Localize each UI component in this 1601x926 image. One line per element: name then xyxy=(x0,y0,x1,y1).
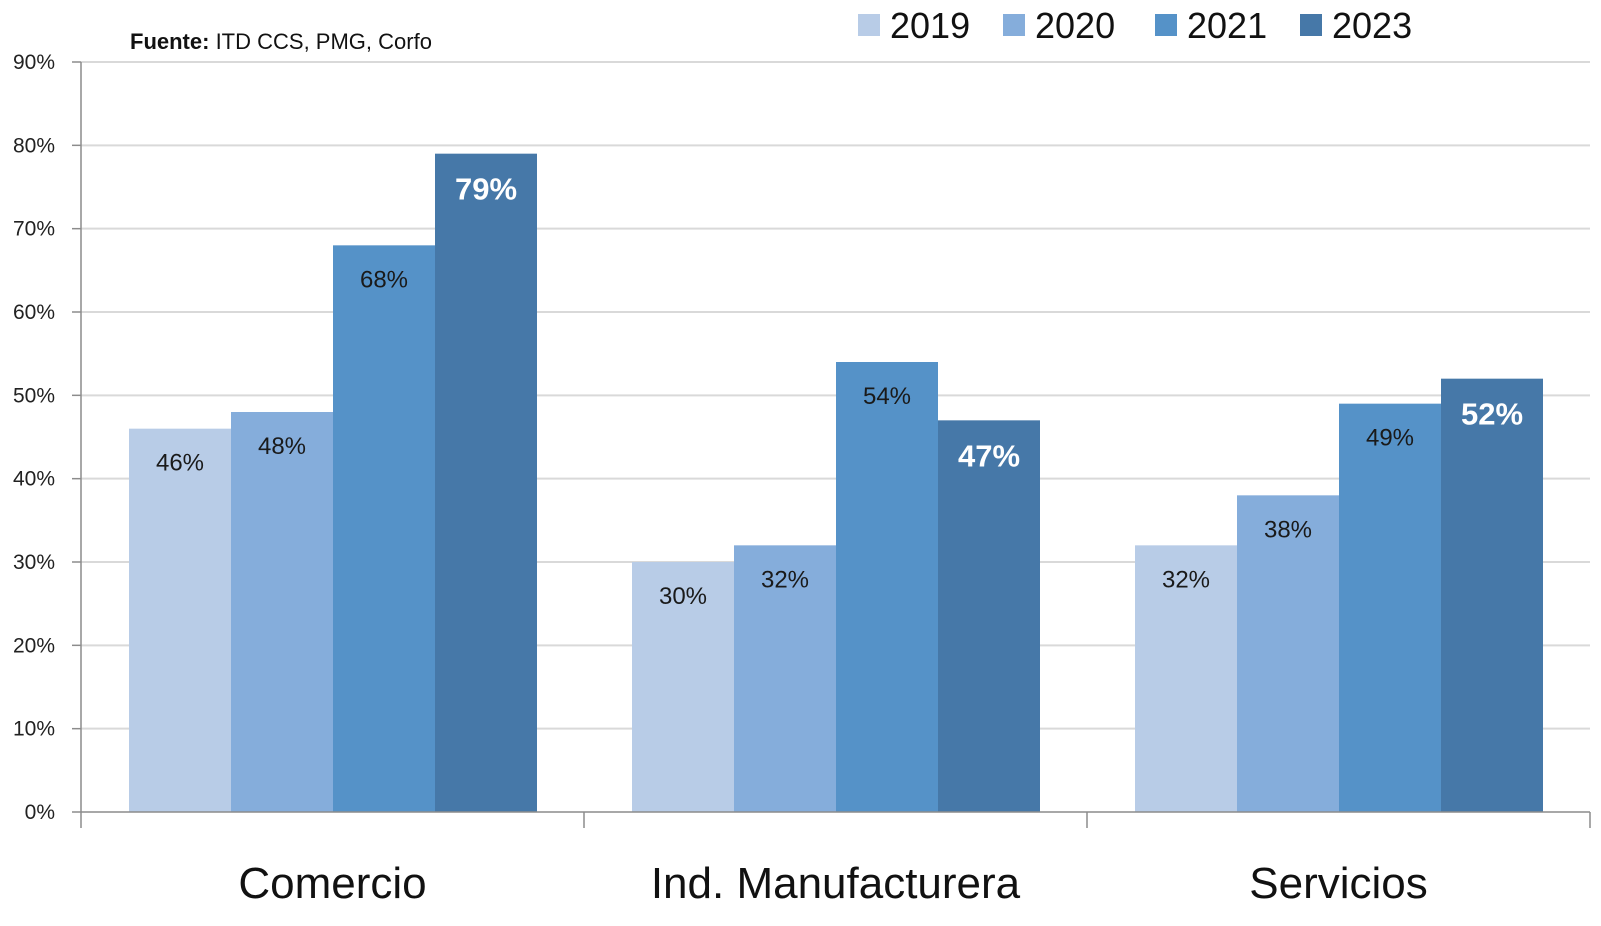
data-label: 49% xyxy=(1366,425,1414,452)
legend-label: 2023 xyxy=(1332,5,1412,46)
y-tick-label: 80% xyxy=(13,134,55,157)
category-label: Ind. Manufacturera xyxy=(651,859,1021,908)
bar-2019-1 xyxy=(632,562,734,812)
bar-2020-0 xyxy=(231,412,333,812)
y-tick-label: 30% xyxy=(13,551,55,574)
data-label: 38% xyxy=(1264,516,1312,543)
legend-label: 2019 xyxy=(890,5,970,46)
data-labels: 46% 48% 68% 79% 30% 32% 54% 47% 32% 38% 49% 52% xyxy=(156,172,1523,610)
legend-swatch xyxy=(1300,14,1322,36)
data-label: 68% xyxy=(360,266,408,293)
bars xyxy=(129,153,1543,813)
y-tick-label: 40% xyxy=(13,468,55,491)
category-label: Comercio xyxy=(238,859,426,908)
bar-2023-2 xyxy=(1441,378,1543,812)
y-tick-label: 0% xyxy=(25,801,55,824)
data-label: 48% xyxy=(258,433,306,460)
bar-2021-2 xyxy=(1339,403,1441,812)
y-tick-label: 60% xyxy=(13,301,55,324)
bar-2020-1 xyxy=(734,545,836,812)
bar-2020-2 xyxy=(1237,495,1339,812)
data-label: 54% xyxy=(863,383,911,410)
bar-2023-1 xyxy=(938,420,1040,812)
source-text: ITD CCS, PMG, Corfo xyxy=(209,29,431,54)
source-note: Fuente: ITD CCS, PMG, Corfo xyxy=(130,29,432,54)
bar-2023-0 xyxy=(435,153,537,812)
y-tick-label: 20% xyxy=(13,634,55,657)
data-label: 32% xyxy=(761,566,809,593)
legend-swatch xyxy=(858,14,880,36)
category-labels: Comercio Ind. Manufacturera Servicios xyxy=(238,859,1427,908)
data-label: 52% xyxy=(1461,397,1523,432)
legend-swatch xyxy=(1003,14,1025,36)
y-tick-label: 10% xyxy=(13,718,55,741)
data-label: 79% xyxy=(455,172,517,207)
data-label: 32% xyxy=(1162,566,1210,593)
source-prefix: Fuente: xyxy=(130,29,209,54)
legend-label: 2021 xyxy=(1187,5,1267,46)
axes xyxy=(72,61,1591,828)
data-label: 47% xyxy=(958,438,1020,473)
data-label: 46% xyxy=(156,450,204,477)
bar-2019-2 xyxy=(1135,545,1237,812)
y-tick-labels: 0% 10% 20% 30% 40% 50% 60% 70% 80% 90% xyxy=(13,51,55,824)
legend-swatch xyxy=(1155,14,1177,36)
y-tick-label: 70% xyxy=(13,218,55,241)
category-label: Servicios xyxy=(1249,859,1428,908)
legend: 2019 2020 2021 2023 xyxy=(858,5,1412,46)
y-tick-label: 50% xyxy=(13,384,55,407)
bar-2021-1 xyxy=(836,362,938,812)
legend-label: 2020 xyxy=(1035,5,1115,46)
data-label: 30% xyxy=(659,583,707,610)
y-tick-label: 90% xyxy=(13,51,55,74)
bar-2021-0 xyxy=(333,245,435,813)
bar-2019-0 xyxy=(129,428,231,812)
